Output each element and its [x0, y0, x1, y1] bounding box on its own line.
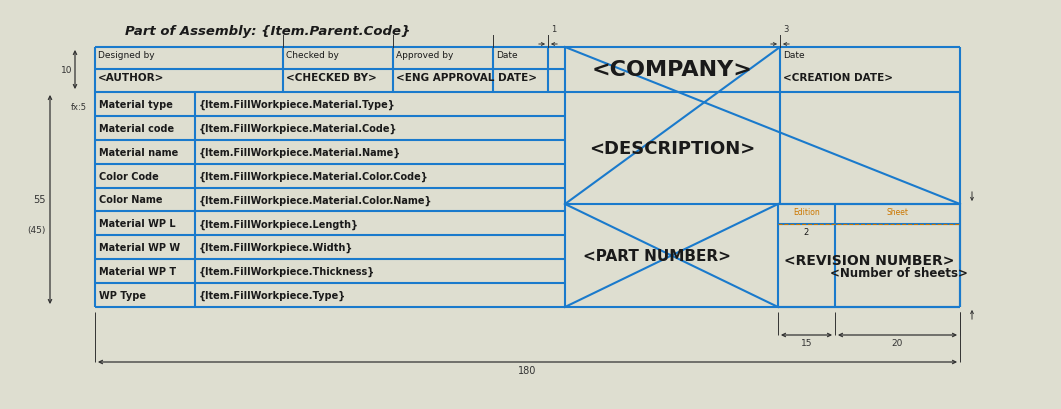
Text: {Item.FillWorkpiece.Material.Color.Name}: {Item.FillWorkpiece.Material.Color.Name}: [199, 195, 433, 205]
Text: Edition: Edition: [794, 207, 820, 216]
Text: <COMPANY>: <COMPANY>: [592, 61, 753, 80]
Text: <Number of sheets>: <Number of sheets>: [830, 266, 968, 279]
Text: <PART NUMBER>: <PART NUMBER>: [582, 248, 730, 263]
Text: {Item.FillWorkpiece.Material.Type}: {Item.FillWorkpiece.Material.Type}: [199, 99, 396, 110]
Text: WP Type: WP Type: [99, 290, 146, 300]
Text: {Item.FillWorkpiece.Width}: {Item.FillWorkpiece.Width}: [199, 243, 353, 253]
Text: 55: 55: [34, 195, 46, 205]
Text: 1: 1: [551, 25, 556, 34]
Text: {Item.FillWorkpiece.Material.Name}: {Item.FillWorkpiece.Material.Name}: [199, 147, 401, 157]
Text: 10: 10: [60, 66, 72, 75]
Text: Material code: Material code: [99, 124, 174, 133]
Text: fx:5: fx:5: [71, 103, 87, 112]
Text: Sheet: Sheet: [887, 207, 908, 216]
Text: 15: 15: [801, 338, 813, 347]
Text: Date: Date: [495, 51, 518, 60]
Text: {Item.FillWorkpiece.Thickness}: {Item.FillWorkpiece.Thickness}: [199, 266, 376, 276]
Text: 180: 180: [519, 365, 537, 375]
Text: 3: 3: [783, 25, 788, 34]
Text: {Item.FillWorkpiece.Material.Code}: {Item.FillWorkpiece.Material.Code}: [199, 124, 398, 134]
Text: <REVISION NUMBER>: <REVISION NUMBER>: [784, 254, 954, 268]
Text: Material name: Material name: [99, 147, 178, 157]
Text: (45): (45): [28, 225, 46, 234]
Text: <DESCRIPTION>: <DESCRIPTION>: [589, 139, 755, 157]
Text: {Item.FillWorkpiece.Material.Color.Code}: {Item.FillWorkpiece.Material.Color.Code}: [199, 171, 429, 181]
Text: {Item.FillWorkpiece.Length}: {Item.FillWorkpiece.Length}: [199, 219, 359, 229]
Text: <CHECKED BY>: <CHECKED BY>: [286, 73, 377, 83]
Text: 2: 2: [804, 227, 810, 236]
Text: <AUTHOR>: <AUTHOR>: [98, 73, 164, 83]
Text: Date: Date: [783, 51, 804, 60]
Text: Material type: Material type: [99, 100, 173, 110]
Text: Approved by: Approved by: [396, 51, 453, 60]
Text: Part of Assembly: {Item.Parent.Code}: Part of Assembly: {Item.Parent.Code}: [125, 25, 411, 38]
Text: <ENG APPROVAL DATE>: <ENG APPROVAL DATE>: [396, 73, 537, 83]
Text: Material WP L: Material WP L: [99, 219, 176, 229]
Text: <CREATION DATE>: <CREATION DATE>: [783, 73, 893, 83]
Text: 20: 20: [892, 338, 903, 347]
Text: {Item.FillWorkpiece.Type}: {Item.FillWorkpiece.Type}: [199, 290, 346, 301]
Text: Checked by: Checked by: [286, 51, 338, 60]
Text: Material WP W: Material WP W: [99, 243, 180, 253]
Text: Color Code: Color Code: [99, 171, 159, 181]
Text: Material WP T: Material WP T: [99, 267, 176, 276]
Text: Color Name: Color Name: [99, 195, 162, 205]
Text: Designed by: Designed by: [98, 51, 155, 60]
